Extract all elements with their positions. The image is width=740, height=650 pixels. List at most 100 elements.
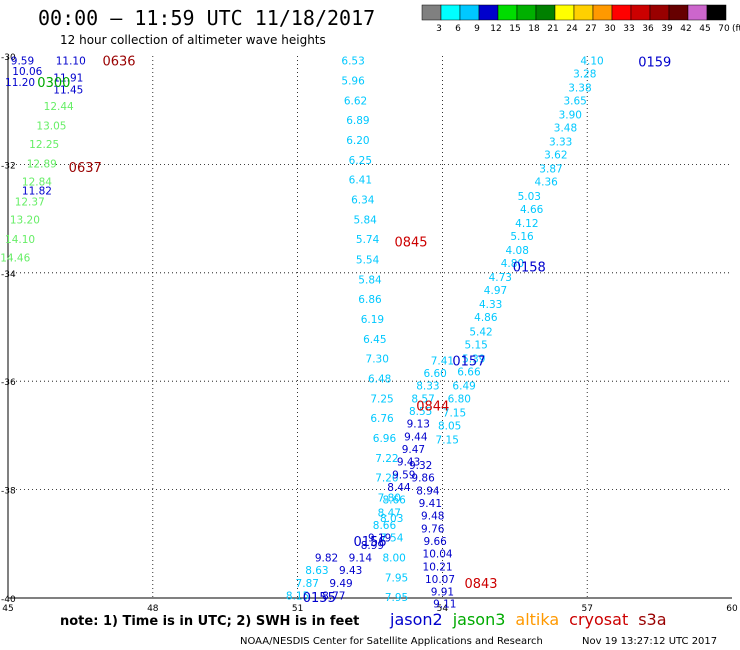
data-point: 8.05 [438,421,461,433]
data-point: 8.99 [361,540,384,552]
data-point: 13.20 [10,215,40,227]
data-point: 12.25 [29,139,59,151]
footer-timestamp: Nov 19 13:27:12 UTC 2017 [582,636,718,647]
colorbar-swatch [535,4,556,21]
data-point: 9.43 [339,565,362,577]
colorbar-label: 42 [680,24,691,34]
data-point: 7.15 [443,408,466,420]
data-point: 6.41 [349,175,372,187]
colorbar-label: 27 [585,24,596,34]
colorbar-label: 39 [661,24,673,34]
data-point: 7.95 [385,592,408,604]
data-point: 6.62 [344,95,367,107]
legend-item: cryosat [569,610,629,629]
data-point: 5.96 [341,75,365,87]
data-point: 7.80 [378,493,401,505]
data-point: 9.76 [421,524,445,536]
data-point: 8.63 [305,565,328,577]
colorbar-label: 21 [547,24,558,34]
legend-item: jason3 [452,610,506,629]
legend-item: altika [515,610,560,629]
data-point: 8.66 [373,520,397,532]
data-point: 9.91 [431,586,454,598]
data-point: 7.22 [375,453,398,465]
data-point: 11.91 [53,73,83,85]
data-point: 3.90 [559,110,582,122]
data-point: 3.28 [573,68,596,80]
data-point: 5.84 [358,274,382,286]
data-point: 13.05 [36,120,66,132]
data-point: 6.25 [349,155,372,167]
data-point: 8.57 [411,394,434,406]
colorbar-swatch [649,4,670,21]
data-point: 4.66 [520,204,544,216]
data-point: 6.89 [346,115,369,127]
pass-label: 0155 [303,591,336,606]
data-point: 11.10 [56,55,86,67]
colorbar-swatch [687,4,708,21]
pass-label: 0157 [452,355,485,370]
data-point: 9.44 [404,431,428,443]
data-point: 5.39 [462,353,485,365]
data-point: 3.62 [544,150,567,162]
data-point: 9.19 [368,532,391,544]
x-tick-label: 54 [437,604,449,614]
data-point: 5.16 [510,231,534,243]
data-point: 9.14 [349,552,373,564]
colorbar-swatch [668,4,689,21]
pass-label: 0637 [69,161,102,176]
data-point: 7.95 [385,572,408,584]
data-point: 8.33 [416,381,439,393]
data-point: 6.66 [457,366,481,378]
colorbar-label: 30 [604,24,616,34]
colorbar-swatch [611,4,632,21]
data-point: 4.97 [484,285,507,297]
data-point: 9.48 [421,511,444,523]
y-tick-label: -38 [1,487,16,497]
pass-label: 0844 [416,400,449,415]
data-point: 4.10 [580,55,603,67]
data-point: 10.06 [12,66,42,78]
data-point: 5.42 [469,326,492,338]
data-point: 12.89 [27,158,57,170]
colorbar-swatch [440,4,461,21]
data-point: 7.20 [375,473,398,485]
data-point: 9.43 [397,456,420,468]
legend-item: jason2 [390,610,443,629]
data-point: 7.25 [370,394,393,406]
colorbar-swatch [478,4,499,21]
data-point: 9.86 [411,473,435,485]
data-point: 8.03 [380,513,403,525]
data-point: 9.13 [407,418,430,430]
x-tick-label: 48 [147,604,159,614]
footer-note: note: 1) Time is in UTC; 2) SWH is in fe… [60,614,360,629]
data-point: 14.10 [5,234,35,246]
data-point: 9.49 [329,578,352,590]
data-point: 9.66 [423,536,447,548]
colorbar-label: 36 [642,24,654,34]
data-point: 5.74 [356,234,380,246]
data-point: 4.86 [474,312,498,324]
data-point: 6.20 [346,135,369,147]
colorbar-swatch [497,4,518,21]
axis-ticks: 45 48 51 54 57 60 -30 -32 -34 -36 -38 -40 [1,53,738,614]
pass-label: 0636 [102,54,135,69]
data-point: 10.07 [425,574,455,586]
y-tick-label: -30 [1,53,16,63]
data-point: 6.86 [358,294,382,306]
data-point: 6.76 [370,413,394,425]
data-point: 7.54 [380,532,404,544]
colorbar-label: 3 [436,24,442,34]
data-point: 9.47 [402,444,425,456]
colorbar-label: 15 [509,24,520,34]
plot-frame [7,56,732,599]
pass-label: 0300 [37,76,70,91]
y-tick-label: -32 [1,161,16,171]
data-point: 3.33 [549,137,572,149]
data-point: 9.32 [409,460,432,472]
colorbar-swatch [516,4,537,21]
y-tick-label: -36 [1,378,16,388]
